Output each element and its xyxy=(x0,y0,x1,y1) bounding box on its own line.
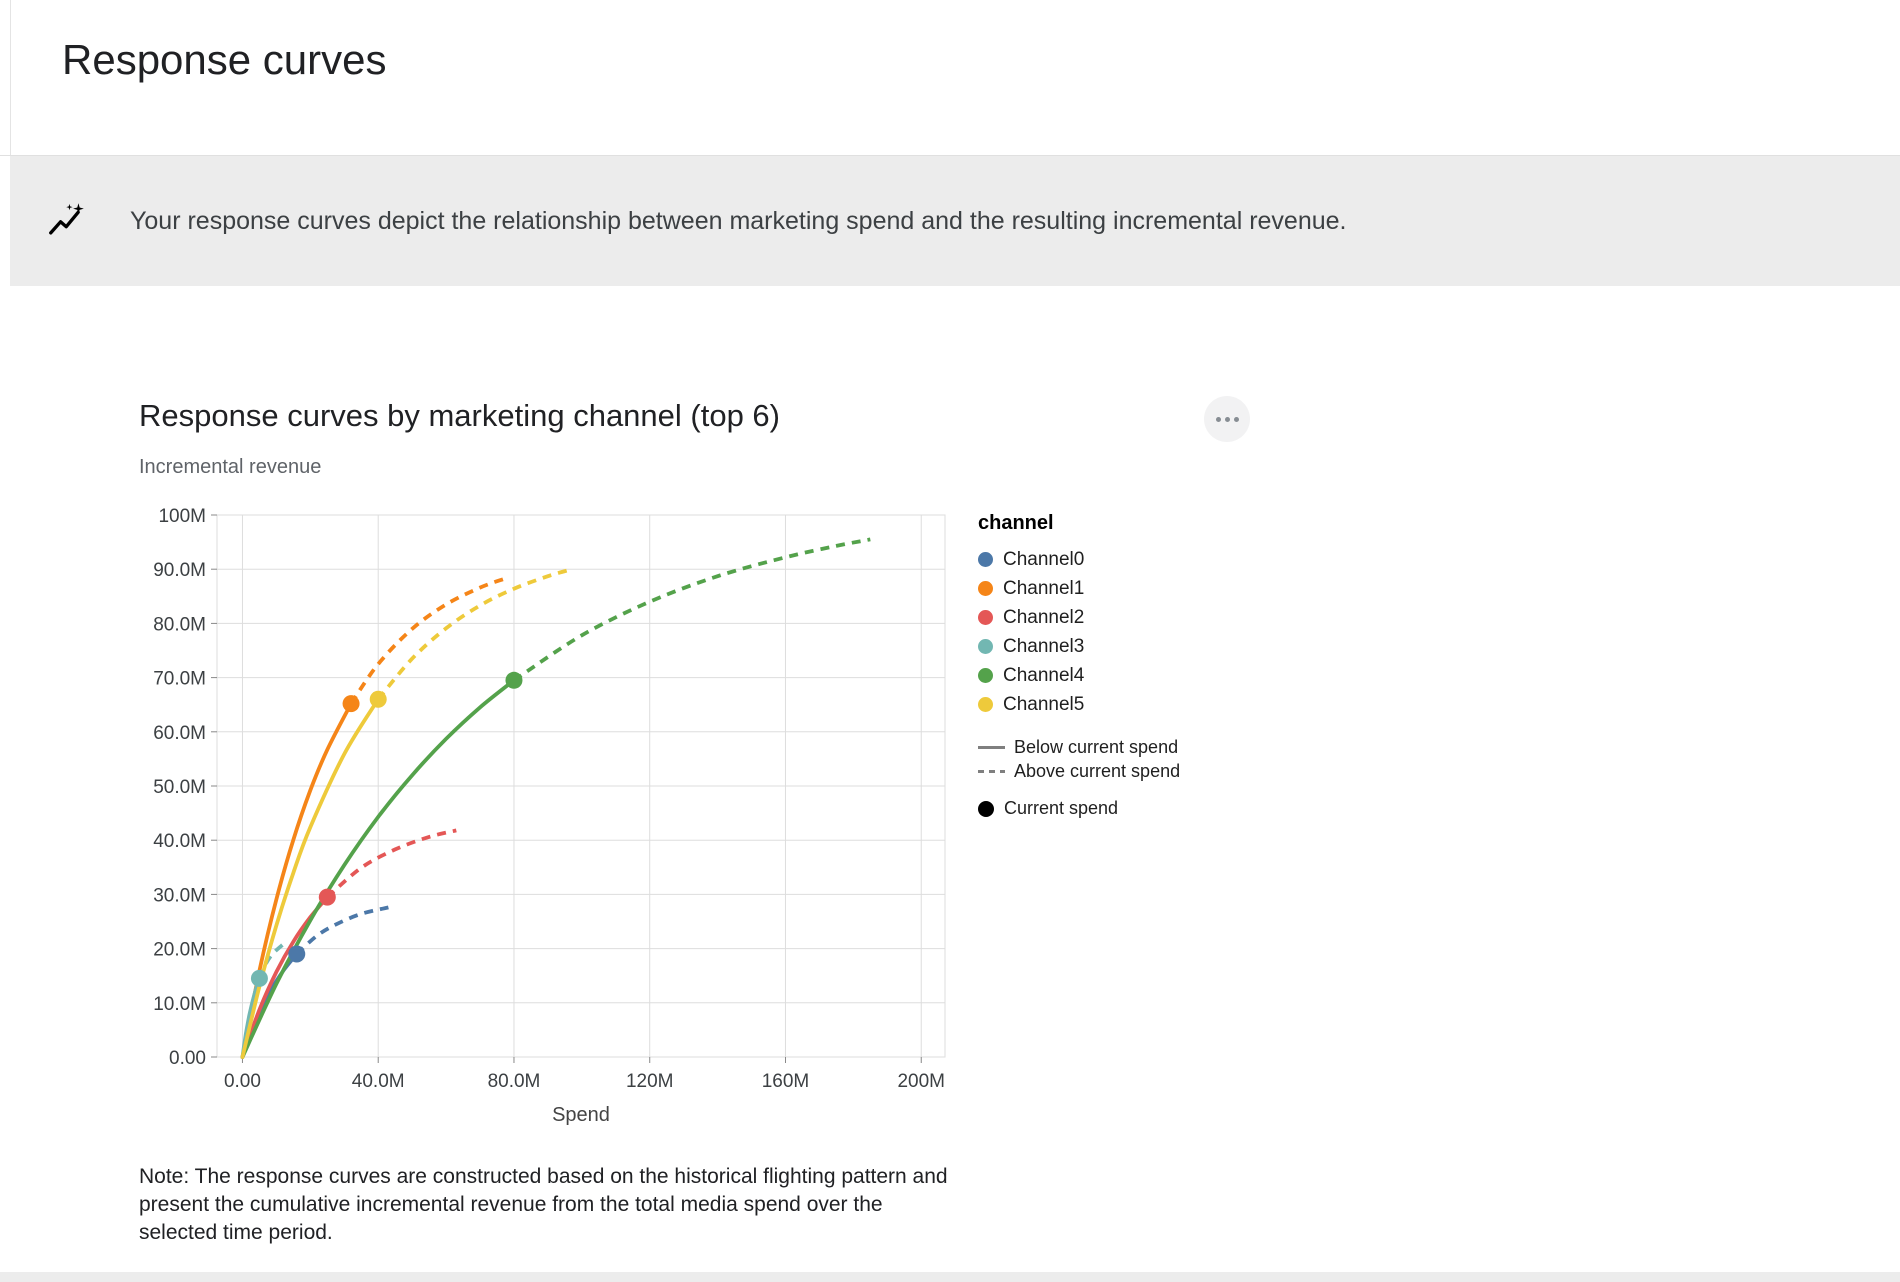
svg-text:0.00: 0.00 xyxy=(224,1071,261,1092)
curve-above-channel0 xyxy=(295,905,389,956)
svg-text:40.0M: 40.0M xyxy=(153,831,206,852)
legend-swatch-icon xyxy=(978,581,993,596)
svg-text:10.0M: 10.0M xyxy=(153,994,206,1015)
legend-item-channel2: Channel2 xyxy=(978,603,1180,632)
more-options-icon xyxy=(1215,416,1221,422)
legend-label: Channel2 xyxy=(1003,606,1085,628)
legend-label: Channel3 xyxy=(1003,635,1085,657)
chart-note: Note: The response curves are constructe… xyxy=(139,1165,948,1244)
legend-label: Channel5 xyxy=(1003,693,1085,715)
legend-label: Channel0 xyxy=(1003,548,1085,570)
legend-channel-list: Channel0 Channel1 Channel2 Channel3 Channel4… xyxy=(978,545,1180,719)
legend-item-channel5: Channel5 xyxy=(978,690,1180,719)
svg-text:Spend: Spend xyxy=(552,1104,610,1126)
legend-label: Current spend xyxy=(1004,798,1119,818)
legend-linestyle-solid: Below current spend xyxy=(978,735,1180,759)
legend-label: Above current spend xyxy=(1014,760,1181,781)
curve-above-channel2 xyxy=(326,828,457,899)
legend-swatch-icon xyxy=(978,552,993,567)
legend-item-channel4: Channel4 xyxy=(978,661,1180,690)
curve-above-channel1 xyxy=(349,577,505,705)
chart-title: Response curves by marketing channel (to… xyxy=(139,398,780,433)
current-spend-dot-channel0 xyxy=(288,945,306,963)
svg-text:200M: 200M xyxy=(897,1071,945,1092)
svg-text:50.0M: 50.0M xyxy=(153,777,206,798)
current-spend-dot-channel2 xyxy=(318,888,336,906)
svg-text:120M: 120M xyxy=(626,1071,674,1092)
legend-item-channel1: Channel1 xyxy=(978,574,1180,603)
curve-above-channel5 xyxy=(376,567,573,701)
legend-swatch-icon xyxy=(978,639,993,654)
response-curves-chart: 0.00 10.0M 20.0M 30.0M 40.0M 50.0M 60.0M 70.0M 8… xyxy=(153,506,946,1126)
svg-text:80.0M: 80.0M xyxy=(153,614,206,635)
chart-legend: channel Channel0 Channel1 Channel2 Channel3… xyxy=(978,512,1180,822)
svg-text:80.0M: 80.0M xyxy=(488,1071,541,1092)
banner-text: Your response curves depict the relation… xyxy=(130,206,1347,235)
svg-text:70.0M: 70.0M xyxy=(153,669,206,690)
legend-item-channel3: Channel3 xyxy=(978,632,1180,661)
current-spend-dot-channel5 xyxy=(369,690,387,708)
more-options-button[interactable] xyxy=(1204,396,1250,442)
page-title: Response curves xyxy=(62,36,387,83)
svg-text:90.0M: 90.0M xyxy=(153,560,206,581)
legend-swatch-icon xyxy=(978,610,993,625)
legend-marker-list: Current spend xyxy=(978,795,1180,822)
current-spend-dot-icon xyxy=(978,800,994,817)
y-axis-title: Incremental revenue xyxy=(139,456,322,478)
svg-text:100M: 100M xyxy=(158,506,206,527)
svg-text:60.0M: 60.0M xyxy=(153,723,206,744)
legend-linestyle-list: Below current spend Above current spend xyxy=(978,735,1180,783)
legend-swatch-icon xyxy=(978,668,993,683)
svg-text:30.0M: 30.0M xyxy=(153,885,206,906)
solid-line-icon xyxy=(978,745,1005,749)
legend-current-spend: Current spend xyxy=(978,795,1180,822)
header-divider xyxy=(0,155,1900,156)
legend-item-channel0: Channel0 xyxy=(978,545,1180,574)
svg-text:160M: 160M xyxy=(762,1071,810,1092)
legend-label: Channel1 xyxy=(1003,577,1085,599)
current-spend-dot-channel1 xyxy=(342,695,360,713)
svg-text:20.0M: 20.0M xyxy=(153,940,206,961)
info-banner: Your response curves depict the relation… xyxy=(10,156,1900,286)
current-spend-dot-channel4 xyxy=(505,671,523,689)
next-section-edge xyxy=(0,1272,1900,1282)
current-spend-dot-channel3 xyxy=(250,969,268,987)
curve-below-channel4 xyxy=(240,678,516,1059)
legend-label: Below current spend xyxy=(1014,736,1179,757)
dashed-line-icon xyxy=(978,769,1005,773)
legend-title: channel xyxy=(978,512,1054,534)
legend-linestyle-dashed: Above current spend xyxy=(978,759,1180,783)
legend-swatch-icon xyxy=(978,697,993,712)
insights-icon xyxy=(46,202,84,240)
content-left-edge xyxy=(10,0,11,155)
svg-text:0.00: 0.00 xyxy=(169,1048,206,1069)
legend-label: Channel4 xyxy=(1003,664,1085,686)
curve-above-channel4 xyxy=(512,537,871,682)
svg-text:40.0M: 40.0M xyxy=(352,1071,405,1092)
